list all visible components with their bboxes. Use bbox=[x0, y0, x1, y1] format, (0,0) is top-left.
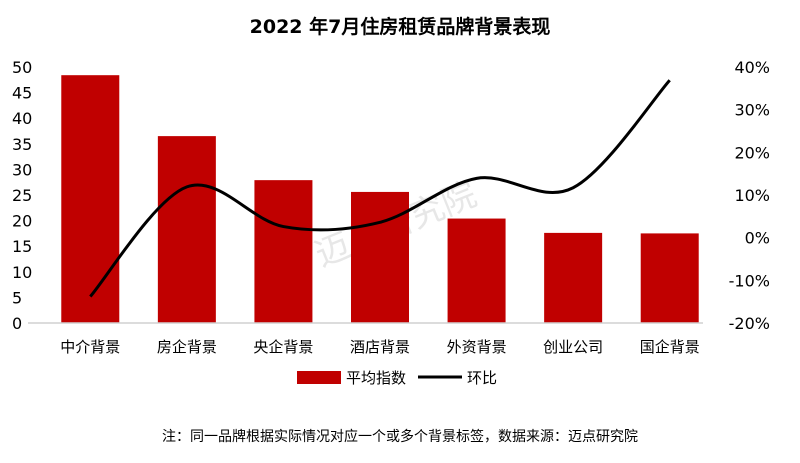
category-label: 酒店背景 bbox=[350, 338, 410, 356]
left-tick-label: 30 bbox=[12, 160, 32, 179]
right-tick-label: 20% bbox=[734, 143, 770, 162]
left-tick-label: 40 bbox=[12, 109, 32, 128]
right-tick-label: -10% bbox=[729, 271, 770, 290]
left-tick-label: 25 bbox=[12, 186, 32, 205]
footnote: 注：同一品牌根据实际情况对应一个或多个背景标签，数据来源：迈点研究院 bbox=[162, 428, 638, 445]
category-label: 中介背景 bbox=[60, 338, 120, 356]
left-tick-label: 15 bbox=[12, 237, 32, 256]
bar-0 bbox=[61, 75, 120, 323]
right-tick-label: 10% bbox=[734, 186, 770, 205]
bar-6 bbox=[640, 233, 699, 323]
bar-1 bbox=[157, 136, 216, 323]
left-tick-label: 45 bbox=[12, 84, 32, 103]
right-tick-label: 0% bbox=[745, 229, 770, 248]
bar-5 bbox=[544, 232, 603, 323]
left-tick-label: 5 bbox=[12, 288, 22, 307]
bar-4 bbox=[447, 218, 506, 323]
left-tick-label: 10 bbox=[12, 263, 32, 282]
chart-title: 2022 年7月住房租赁品牌背景表现 bbox=[250, 15, 551, 38]
category-label: 创业公司 bbox=[543, 338, 603, 356]
bar-2 bbox=[254, 180, 313, 323]
line-series-huanbi bbox=[89, 79, 671, 298]
right-tick-label: -20% bbox=[729, 314, 770, 333]
category-label: 外资背景 bbox=[447, 338, 507, 356]
legend: 平均指数 环比 bbox=[297, 369, 497, 387]
legend-swatch-bar bbox=[297, 371, 341, 384]
right-tick-label: 40% bbox=[734, 58, 770, 77]
left-tick-label: 50 bbox=[12, 58, 32, 77]
left-tick-label: 0 bbox=[12, 314, 22, 333]
legend-label-bar: 平均指数 bbox=[346, 369, 406, 387]
bar-3 bbox=[351, 191, 409, 323]
category-label: 房企背景 bbox=[157, 338, 217, 356]
category-label: 国企背景 bbox=[640, 338, 700, 356]
left-tick-label: 35 bbox=[12, 135, 32, 154]
legend-label-line: 环比 bbox=[467, 369, 497, 387]
category-label: 央企背景 bbox=[253, 338, 313, 356]
left-tick-label: 20 bbox=[12, 212, 32, 231]
right-tick-label: 30% bbox=[734, 101, 770, 120]
